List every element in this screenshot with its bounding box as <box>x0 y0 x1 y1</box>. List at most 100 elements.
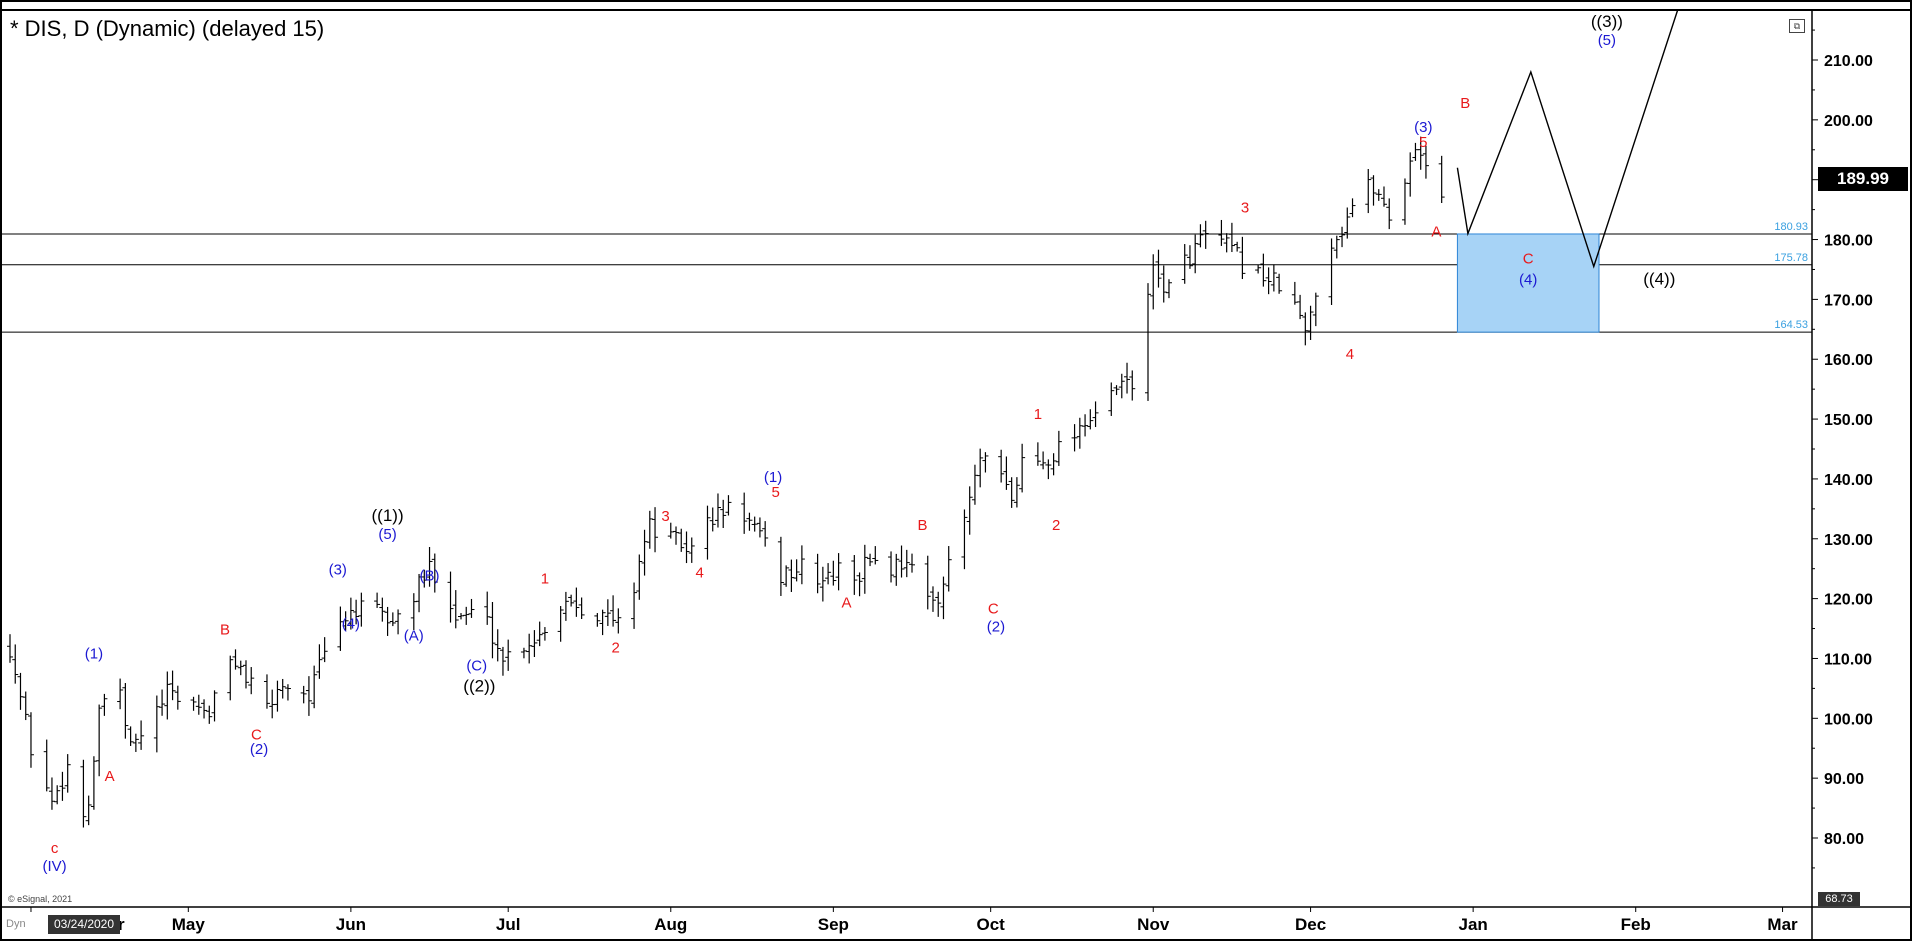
y-tick-label-1: 90.00 <box>1824 771 1864 788</box>
price-bar <box>893 553 900 586</box>
wave-label-26: 2 <box>1052 517 1060 534</box>
price-bar <box>751 516 758 532</box>
price-bar <box>1380 186 1387 207</box>
price-bar <box>578 597 585 620</box>
wave-label-10: (5) <box>378 526 396 543</box>
price-bar <box>395 609 402 635</box>
y-tick-label-0: 80.00 <box>1824 831 1864 848</box>
price-bar <box>520 647 527 659</box>
wave-label-4: B <box>220 622 230 639</box>
wave-label-0: c <box>51 840 59 857</box>
price-bar <box>861 544 868 594</box>
price-bar <box>43 739 50 792</box>
x-tick-label-8: Dec <box>1295 915 1326 934</box>
x-tick-label-7: Nov <box>1137 915 1170 934</box>
y-tick-label-7: 150.00 <box>1824 412 1873 429</box>
y-tick-label-8: 160.00 <box>1824 352 1873 369</box>
price-bar <box>379 597 386 622</box>
scale-bottom-label: 68.73 <box>1818 892 1860 906</box>
price-bar <box>573 587 580 617</box>
wave-label-7: (3) <box>329 562 347 579</box>
price-bar <box>195 694 202 715</box>
price-bar <box>353 599 360 625</box>
y-tick-label-6: 140.00 <box>1824 472 1873 489</box>
price-bar <box>232 649 239 670</box>
price-bar <box>54 785 61 805</box>
price-bar <box>568 594 575 607</box>
price-bar <box>122 683 129 739</box>
price-bar <box>756 517 763 538</box>
price-bar <box>1034 442 1041 466</box>
price-bar <box>977 448 984 488</box>
price-bar <box>1108 382 1115 416</box>
wave-label-25: 1 <box>1034 406 1042 423</box>
wave-label-13: (C) <box>466 657 487 674</box>
price-bar <box>594 613 601 627</box>
wave-label-2: (1) <box>85 645 103 662</box>
price-bar <box>924 555 931 610</box>
price-bar <box>1365 168 1372 214</box>
price-bar <box>835 553 842 591</box>
price-bar <box>557 606 564 642</box>
y-tick-label-9: 170.00 <box>1824 292 1873 309</box>
price-bar <box>777 536 784 596</box>
price-bar <box>1013 477 1020 508</box>
price-bar <box>1407 152 1414 197</box>
level-label-2: 164.53 <box>1774 319 1808 331</box>
wave-label-19: (1) <box>764 469 782 486</box>
wave-label-6: (2) <box>250 741 268 758</box>
price-bar <box>814 553 821 594</box>
x-tick-label-0: r <box>118 915 125 934</box>
price-bar <box>80 759 87 828</box>
price-bar <box>898 545 905 578</box>
price-bar <box>316 644 323 679</box>
price-bar <box>201 699 208 719</box>
price-bar <box>1255 264 1262 274</box>
price-bar <box>12 644 19 684</box>
wave-label-15: 1 <box>541 571 549 588</box>
price-bar <box>1082 414 1089 437</box>
price-bar <box>1386 198 1393 230</box>
price-bar <box>1276 273 1283 294</box>
level-label-1: 175.78 <box>1774 252 1808 264</box>
price-bar <box>227 655 234 701</box>
price-bar <box>1192 234 1199 274</box>
price-bar <box>678 528 685 552</box>
x-tick-label-9: Jan <box>1458 915 1487 934</box>
wave-label-21: A <box>841 595 851 612</box>
price-bar <box>1260 253 1267 287</box>
wave-label-12: (A) <box>404 628 424 645</box>
price-bar <box>1339 226 1346 248</box>
price-bar <box>604 599 611 626</box>
x-tick-label-10: Feb <box>1621 915 1651 934</box>
price-bar <box>762 521 769 547</box>
wave-label-23: C <box>988 601 999 618</box>
wave-label-29: (3) <box>1414 119 1432 136</box>
price-bar <box>1312 292 1319 327</box>
price-bar <box>688 537 695 563</box>
price-bar <box>1422 145 1429 179</box>
price-bar <box>274 680 281 712</box>
price-bar <box>1223 233 1230 253</box>
price-bar <box>1333 235 1340 259</box>
restore-window-icon[interactable]: ⧉ <box>1789 19 1805 33</box>
wave-label-33: C <box>1523 250 1534 267</box>
wave-label-36: (5) <box>1598 32 1616 49</box>
price-bar <box>798 545 805 585</box>
price-bar <box>825 563 832 585</box>
wave-label-18: 4 <box>695 565 703 582</box>
price-bar <box>1218 219 1225 246</box>
price-bar <box>1202 220 1209 249</box>
price-bar <box>7 634 13 663</box>
price-bar <box>96 704 103 777</box>
price-bar <box>337 606 344 651</box>
level-label-0: 180.93 <box>1774 221 1808 233</box>
price-bar <box>714 493 721 528</box>
price-bar <box>1328 238 1335 305</box>
price-bar <box>374 592 381 608</box>
price-bar <box>431 553 438 593</box>
price-bar <box>263 674 270 709</box>
price-bar <box>610 595 617 627</box>
